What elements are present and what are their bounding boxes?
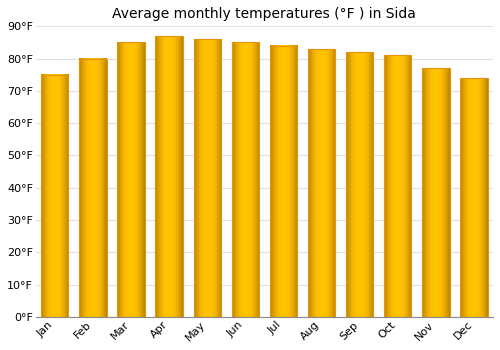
Bar (79, 58, 106, 317)
Bar (194, 39, 221, 317)
Bar (41, 75, 68, 317)
Bar (346, 52, 374, 317)
Bar (308, 49, 336, 317)
Title: Average monthly temperatures (°F ) in Sida: Average monthly temperatures (°F ) in Si… (112, 7, 416, 21)
Bar (156, 36, 183, 317)
Bar (232, 42, 259, 317)
Bar (384, 55, 411, 317)
Bar (422, 68, 450, 317)
Bar (118, 42, 144, 317)
Bar (460, 78, 487, 317)
Bar (270, 46, 297, 317)
